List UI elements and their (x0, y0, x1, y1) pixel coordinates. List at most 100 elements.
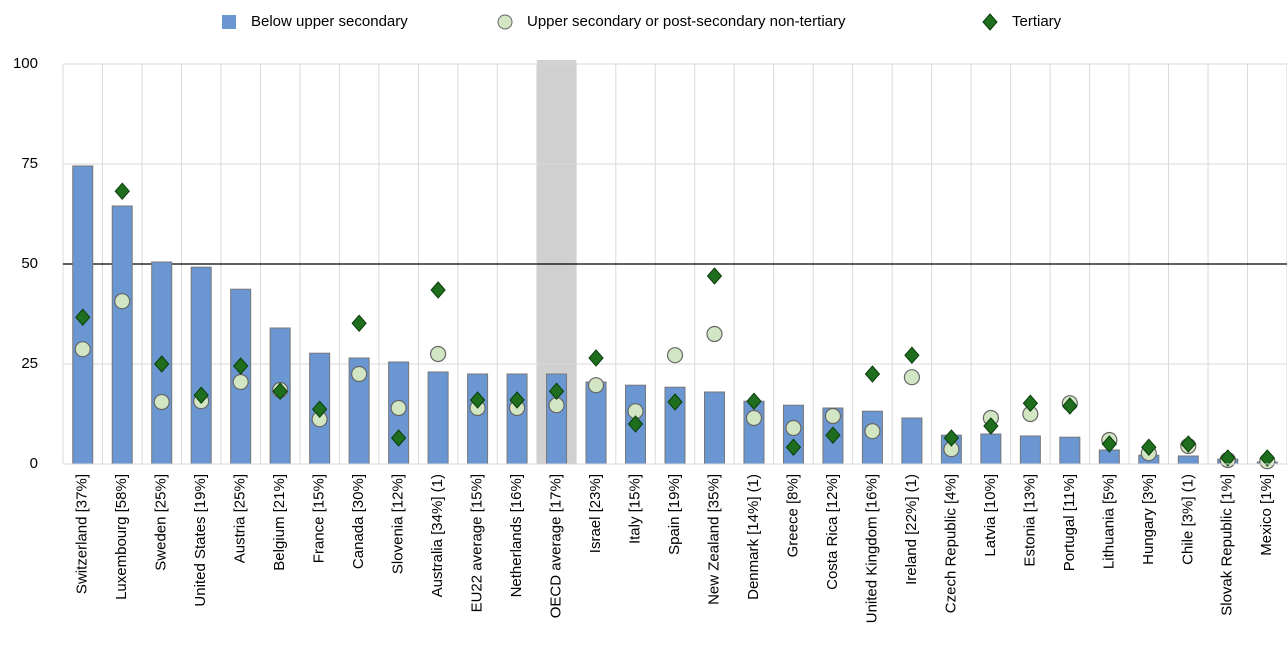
x-tick-label: Italy [15%] (626, 474, 643, 544)
diamond (193, 386, 209, 404)
diamond (154, 355, 170, 373)
dot (114, 293, 131, 310)
bar (585, 381, 607, 465)
legend-marker (497, 14, 513, 30)
legend-label: Upper secondary or post-secondary non-te… (527, 13, 846, 30)
diamond (785, 438, 802, 456)
bar (190, 266, 212, 465)
y-tick-label: 50 (21, 255, 38, 272)
x-tick-label: Costa Rica [12%] (824, 474, 841, 590)
diamond (430, 281, 446, 299)
x-tick-label: Mexico [1%] (1258, 474, 1275, 556)
diamond (1220, 449, 1236, 467)
x-tick-label: Canada [30%] (350, 474, 367, 569)
diamond (746, 392, 762, 410)
diamond (1180, 435, 1196, 453)
x-tick-label: Hungary [3%] (1140, 474, 1157, 565)
diamond (943, 429, 960, 447)
bar (467, 373, 489, 465)
bar (1019, 435, 1041, 465)
y-tick-label: 75 (21, 155, 38, 172)
dot (429, 345, 447, 363)
x-tick-label: Greece [8%] (784, 474, 801, 557)
dot (745, 409, 763, 427)
x-tick-label: Israel [23%] (587, 474, 604, 553)
dot (390, 399, 407, 417)
dot (74, 341, 91, 358)
x-tick-label: Lithuania [5%] (1100, 474, 1117, 569)
diamond (904, 346, 920, 364)
x-tick-label: France [15%] (311, 474, 328, 563)
diamond (588, 349, 604, 367)
dot (587, 377, 605, 394)
x-tick-label: Portugal [11%] (1061, 474, 1078, 571)
diamond (311, 400, 328, 418)
x-tick-label: Austria [25%] (232, 474, 249, 563)
diamond (983, 417, 999, 435)
dot (785, 419, 802, 437)
bar (901, 417, 923, 465)
dot (232, 373, 249, 391)
bar (506, 373, 528, 465)
x-tick-label: United Kingdom [16%] (863, 474, 880, 623)
bar (1059, 436, 1081, 465)
dot (706, 325, 723, 343)
diamond (233, 357, 249, 375)
diamond (272, 382, 288, 400)
diamond (1141, 438, 1157, 456)
bar (703, 391, 725, 465)
x-tick-label: OECD average [17%] (548, 474, 565, 618)
diamond (667, 393, 683, 411)
diamond (1022, 394, 1039, 412)
diamond (1101, 435, 1117, 453)
bar (427, 371, 449, 465)
bar (980, 433, 1002, 465)
legend-marker (982, 13, 998, 31)
diamond (351, 314, 367, 332)
x-tick-label: Sweden [25%] (153, 474, 170, 571)
dot (153, 393, 170, 411)
y-tick-label: 0 (30, 455, 38, 472)
x-tick-label: Chile [3%] (1) (1179, 474, 1196, 565)
diamond (706, 267, 723, 285)
diamond (548, 382, 565, 400)
x-tick-label: Switzerland [37%] (74, 474, 91, 594)
x-tick-label: Latvia [10%] (982, 474, 999, 557)
dot (666, 347, 684, 364)
x-tick-label: Belgium [21%] (271, 474, 288, 571)
diamond (509, 391, 525, 409)
legend-label: Tertiary (1012, 13, 1062, 30)
legend-label: Below upper secondary (251, 13, 408, 30)
diamond (825, 426, 841, 444)
dot (864, 423, 881, 440)
diamond (390, 429, 407, 447)
x-tick-label: Netherlands [16%] (508, 474, 525, 597)
x-tick-label: United States [19%] (192, 474, 209, 607)
x-tick-label: Denmark [14%] (1) (745, 474, 762, 600)
diamond (627, 415, 644, 433)
diamond (75, 308, 91, 326)
y-tick-label: 25 (21, 355, 38, 372)
x-tick-label: Slovenia [12%] (390, 474, 407, 574)
diamond (1062, 397, 1078, 415)
x-tick-label: Slovak Republic [1%] (1219, 474, 1236, 616)
dot (903, 369, 921, 386)
x-tick-label: Spain [19%] (666, 474, 683, 555)
y-tick-label: 100 (13, 55, 38, 72)
dot (351, 365, 368, 383)
diamond (114, 182, 130, 200)
diamond (469, 391, 486, 409)
bar (111, 205, 133, 465)
x-tick-label: Ireland [22%] (1) (903, 474, 920, 585)
legend-marker (222, 15, 236, 29)
x-tick-label: New Zealand [35%] (705, 474, 722, 605)
x-tick-label: Luxembourg [58%] (113, 474, 130, 600)
x-tick-label: Australia [34%] (1) (429, 474, 446, 597)
diamond (864, 365, 881, 383)
dot (824, 407, 842, 425)
bar (1177, 455, 1199, 465)
x-tick-label: Estonia [13%] (1021, 474, 1038, 567)
x-tick-label: Czech Republic [4%] (942, 474, 959, 613)
diamond (1259, 449, 1275, 467)
